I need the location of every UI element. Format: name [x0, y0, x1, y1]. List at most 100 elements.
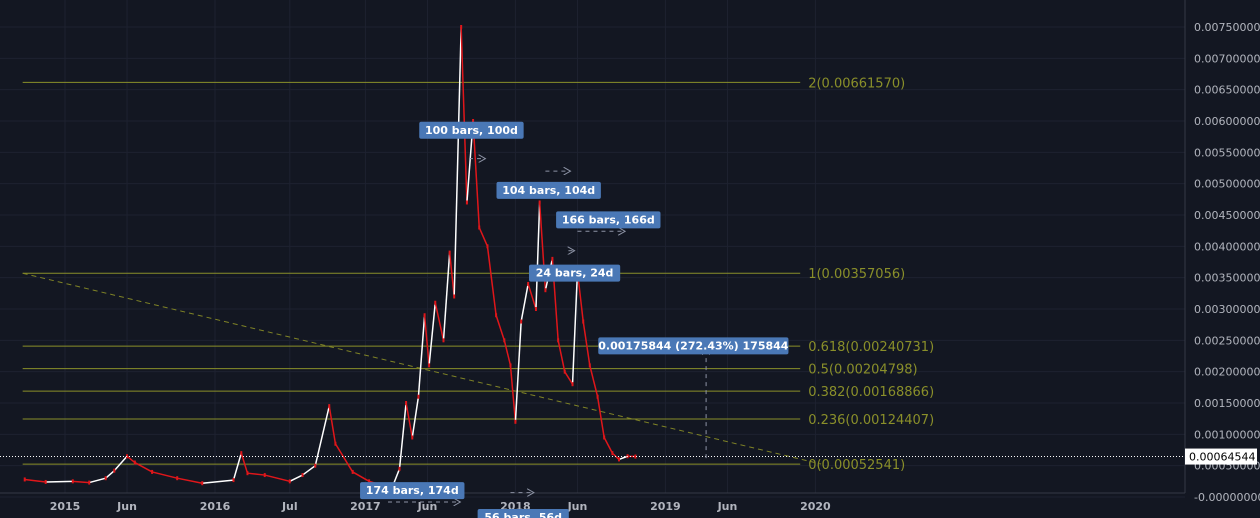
y-tick-label: 0.00700000 — [1194, 52, 1260, 65]
price-point — [634, 454, 637, 459]
price-point — [314, 463, 317, 468]
y-tick-label: 0.00250000 — [1194, 334, 1260, 347]
price-point — [472, 119, 475, 123]
price-segment — [527, 283, 537, 310]
price-segment — [514, 321, 522, 422]
y-tick-label: 0.00400000 — [1194, 240, 1260, 253]
price-point — [486, 244, 489, 249]
y-tick-label: 0.00200000 — [1194, 366, 1260, 379]
price-segment — [603, 437, 614, 454]
fib-level-label: 0.618(0.00240731) — [808, 340, 934, 355]
x-tick-label: 2015 — [50, 500, 81, 513]
price-segment — [486, 246, 497, 316]
measure-badge-label: 174 bars, 174d — [366, 484, 459, 497]
price-segment — [264, 474, 290, 483]
price-point — [453, 294, 456, 299]
price-point — [113, 468, 116, 473]
price-segment — [392, 468, 401, 485]
price-point — [557, 338, 560, 343]
price-point — [423, 313, 426, 318]
measure-badge-label: 104 bars, 104d — [502, 184, 595, 197]
price-point — [478, 225, 481, 230]
measure-badge-label: 24 bars, 24d — [536, 267, 614, 280]
price-segment — [596, 396, 605, 438]
price-segment — [398, 402, 407, 469]
price-point — [465, 200, 468, 205]
x-tick-label: Jun — [567, 500, 588, 513]
y-tick-label: 0.00500000 — [1194, 178, 1260, 191]
fib-level-label: 0.5(0.00204798) — [808, 363, 917, 378]
price-point — [104, 476, 107, 481]
price-point — [405, 401, 408, 405]
y-tick-label: 0.00300000 — [1194, 303, 1260, 316]
price-segment — [417, 315, 426, 397]
measure-badge — [528, 264, 621, 282]
price-segment — [442, 252, 451, 341]
price-point — [460, 25, 463, 29]
price-segment — [232, 452, 243, 481]
price-point — [611, 451, 614, 456]
price-point — [263, 473, 266, 478]
price-segment — [453, 26, 462, 297]
price-point — [176, 476, 179, 481]
price-segment — [352, 471, 370, 482]
y-tick-label: 0.00650000 — [1194, 84, 1260, 97]
price-point — [334, 441, 337, 446]
price-segment — [134, 461, 153, 473]
price-segment — [434, 302, 445, 341]
price-segment — [564, 371, 574, 385]
measure-badge — [360, 482, 465, 500]
measure-badge — [556, 211, 661, 229]
price-point — [301, 473, 304, 478]
measure-badge — [419, 121, 524, 139]
current-price-label: 0.00064544 — [1189, 451, 1255, 464]
price-segment — [151, 471, 178, 479]
price-point — [503, 338, 506, 343]
price-segment — [405, 402, 413, 438]
price-point — [368, 479, 371, 484]
price-segment — [289, 474, 303, 483]
price-point — [442, 338, 445, 343]
x-tick-label: 2017 — [350, 500, 381, 513]
price-point — [520, 319, 523, 324]
price-segment — [423, 315, 430, 366]
price-segment — [24, 478, 46, 483]
y-tick-label: -0.00000000 — [1194, 491, 1260, 504]
current-price-badge — [1185, 448, 1257, 465]
price-point — [563, 369, 566, 374]
x-tick-label: Jun — [116, 500, 137, 513]
price-segment — [240, 452, 249, 474]
price-segment — [618, 455, 628, 461]
fib-level-label: 1(0.00357056) — [808, 267, 905, 282]
price-point — [544, 288, 547, 293]
price-segment — [177, 477, 203, 484]
price-segment — [520, 283, 529, 322]
fib-level-label: 2(0.00661570) — [808, 76, 905, 91]
y-tick-label: 0.00750000 — [1194, 21, 1260, 34]
measure-badge-label: 100 bars, 100d — [425, 124, 518, 137]
y-tick-label: 0.00450000 — [1194, 209, 1260, 222]
price-segment — [247, 472, 265, 476]
price-point — [534, 307, 537, 311]
price-segment — [126, 455, 136, 464]
price-point — [133, 460, 136, 465]
price-segment — [45, 480, 73, 483]
price-point — [328, 404, 331, 409]
y-tick-label: 0.00100000 — [1194, 428, 1260, 441]
y-tick-label: 0.00600000 — [1194, 115, 1260, 128]
price-point — [434, 300, 437, 305]
price-segment — [509, 365, 517, 422]
price-segment — [411, 396, 420, 438]
x-tick-label: Jul — [281, 500, 298, 513]
fib-level-label: 0(0.00052541) — [808, 458, 905, 473]
price-segment — [72, 480, 90, 484]
price-point — [44, 479, 47, 484]
measure-badge-label: 0.00175844 (272.43%) 175844 — [598, 339, 789, 352]
price-point — [527, 281, 530, 286]
measure-badge — [477, 509, 569, 518]
price-point — [551, 256, 554, 261]
fib-level-label: 0.382(0.00168866) — [808, 385, 934, 400]
price-segment — [89, 477, 106, 484]
